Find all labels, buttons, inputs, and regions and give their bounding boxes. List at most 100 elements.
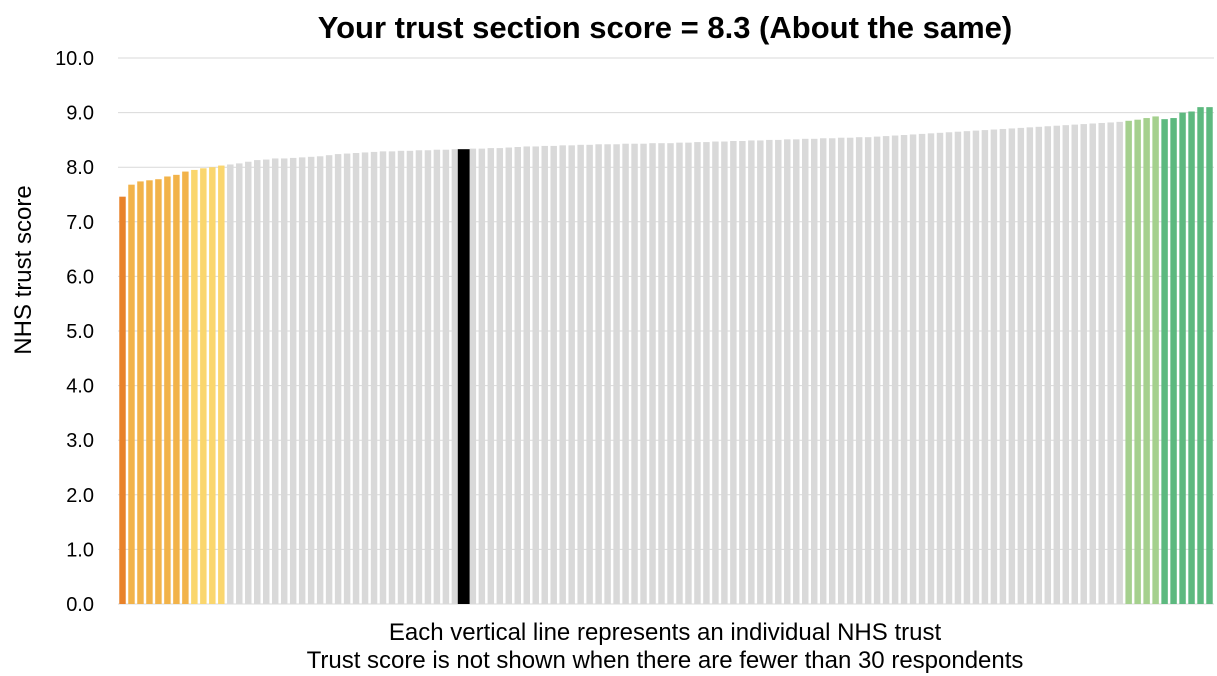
trust-bar xyxy=(388,151,396,604)
trust-bar xyxy=(1035,126,1043,605)
trust-bar xyxy=(1053,125,1061,604)
trust-bar xyxy=(811,138,818,604)
trust-bar xyxy=(918,133,926,604)
trust-bar xyxy=(945,132,953,604)
y-tick-label: 8.0 xyxy=(66,157,94,179)
trust-bar xyxy=(451,149,459,604)
trust-bar xyxy=(766,139,773,604)
trust-bar xyxy=(667,143,674,604)
trust-bar xyxy=(1188,111,1195,604)
trust-bar xyxy=(352,153,360,604)
trust-bar xyxy=(631,143,638,604)
trust-bar xyxy=(218,165,225,604)
trust-bar xyxy=(1152,116,1159,605)
trust-bar xyxy=(1143,118,1150,604)
trust-bar xyxy=(1017,127,1025,604)
trust-bar xyxy=(595,144,602,604)
y-tick-label: 7.0 xyxy=(66,212,94,234)
trust-bar xyxy=(622,143,629,604)
trust-bar xyxy=(802,138,809,604)
trust-bar xyxy=(209,167,216,604)
trust-bar xyxy=(1179,112,1186,604)
trust-bar xyxy=(784,139,791,604)
trust-bar xyxy=(361,152,369,604)
trust-bar xyxy=(254,160,261,604)
trust-bar xyxy=(469,148,477,604)
y-tick-label: 2.0 xyxy=(66,485,94,507)
trust-bar xyxy=(1098,122,1105,604)
trust-bar xyxy=(298,157,306,604)
trust-bar xyxy=(280,158,288,604)
trust-bar xyxy=(775,139,782,604)
trust-bar xyxy=(568,145,575,605)
trust-bar xyxy=(1161,119,1168,605)
trust-bar xyxy=(370,151,378,604)
trust-bar xyxy=(990,129,998,604)
y-tick-label: 3.0 xyxy=(66,430,94,452)
trust-bar xyxy=(864,137,872,605)
trust-bar xyxy=(433,149,441,605)
trust-bar xyxy=(1071,124,1078,605)
trust-bar xyxy=(119,196,126,604)
trust-bar xyxy=(676,142,683,604)
trust-bar xyxy=(1107,122,1114,605)
trust-bar xyxy=(1170,118,1177,604)
trust-bar xyxy=(523,146,530,604)
trust-bar xyxy=(649,143,656,604)
trust-bar xyxy=(236,163,243,604)
trust-bar xyxy=(658,143,665,604)
trust-bar xyxy=(541,145,548,604)
trust-bar xyxy=(999,128,1007,605)
trust-bar xyxy=(963,131,971,604)
trust-bar xyxy=(155,179,162,604)
y-tick-label: 10.0 xyxy=(55,48,94,70)
trust-bar xyxy=(1125,120,1132,604)
footnote-respondent-threshold: Trust score is not shown when there are … xyxy=(306,647,1024,674)
trust-bar xyxy=(307,156,315,604)
your-trust-bar xyxy=(457,149,470,604)
trust-bar xyxy=(316,156,324,604)
trust-bar xyxy=(891,135,899,604)
trust-bar xyxy=(703,142,710,604)
trust-bar xyxy=(739,140,746,605)
trust-bar xyxy=(1026,127,1034,604)
trust-bar xyxy=(757,140,764,604)
trust-bar xyxy=(730,140,737,605)
trust-bar xyxy=(694,142,701,604)
trust-bar xyxy=(406,150,414,604)
trust-bar xyxy=(1044,126,1052,604)
trust-bar xyxy=(712,141,719,605)
y-axis-ticks: 0.0 1.0 2.0 3.0 4.0 5.0 6.0 7.0 8.0 9.0 10.0 xyxy=(55,48,94,616)
trust-bar xyxy=(900,134,908,605)
footnote-vertical-line-explanation: Each vertical line represents an individ… xyxy=(388,619,942,646)
trust-bar xyxy=(873,136,881,604)
trust-bar xyxy=(1080,124,1087,604)
trust-bar xyxy=(828,138,836,604)
trust-bar xyxy=(415,150,423,604)
trust-bar xyxy=(245,161,252,605)
trust-bar xyxy=(721,141,728,605)
bars xyxy=(119,107,1213,605)
trust-bar xyxy=(1089,123,1096,605)
trust-bar xyxy=(514,147,522,604)
trust-bar xyxy=(748,140,755,604)
trust-bar xyxy=(550,145,557,604)
trust-bar xyxy=(128,184,135,605)
trust-bar xyxy=(846,137,854,604)
trust-bar xyxy=(487,148,495,604)
trust-bar xyxy=(640,143,647,604)
trust-bar xyxy=(289,157,297,605)
trust-bar xyxy=(685,142,692,604)
trust-bar xyxy=(586,144,593,604)
trust-bar xyxy=(496,148,504,604)
y-tick-label: 6.0 xyxy=(66,266,94,288)
trust-bar xyxy=(227,164,234,604)
trust-bar xyxy=(577,144,584,604)
trust-bar xyxy=(505,147,513,605)
trust-bar xyxy=(882,136,890,604)
trust-bar xyxy=(855,137,863,605)
trust-bar xyxy=(191,169,198,604)
trust-bar xyxy=(442,149,450,605)
trust-bar xyxy=(927,133,935,604)
trust-bar xyxy=(1008,128,1016,604)
